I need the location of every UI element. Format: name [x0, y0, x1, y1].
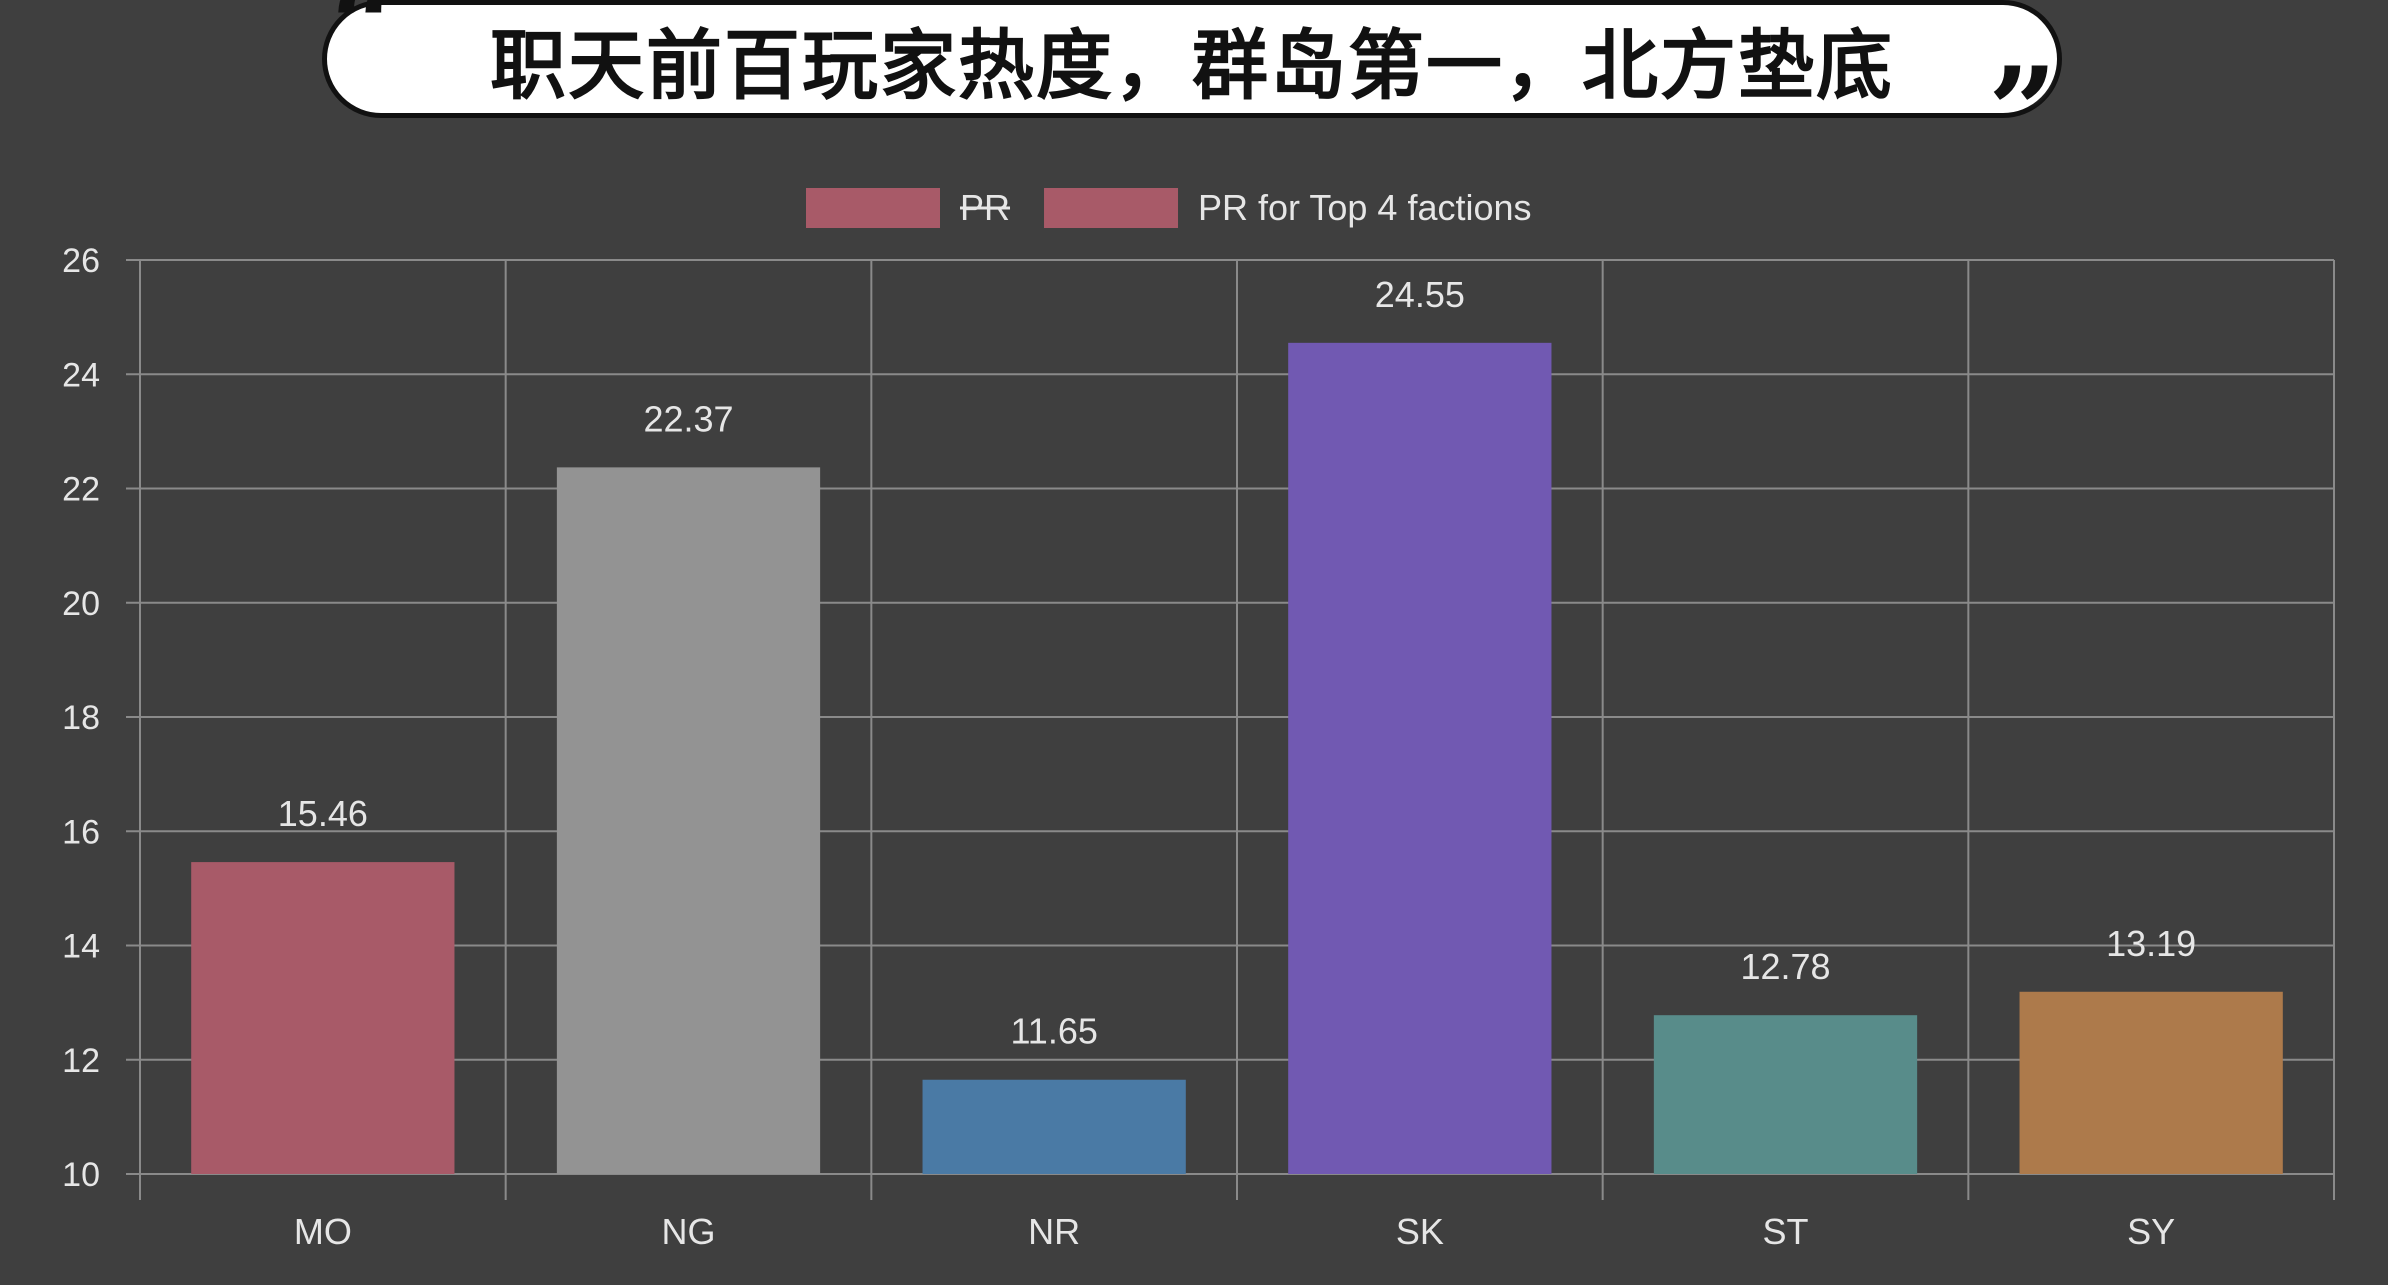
- data-label: 22.37: [643, 398, 733, 439]
- legend-item[interactable]: PR for Top 4 factions: [1044, 187, 1532, 228]
- data-label: 15.46: [278, 793, 368, 834]
- y-tick-label: 26: [62, 242, 100, 280]
- x-tick-label: SY: [2127, 1211, 2175, 1252]
- open-quote-icon: “: [330, 0, 400, 96]
- bar-st[interactable]: [1653, 1015, 1918, 1174]
- y-tick-label: 24: [62, 356, 100, 394]
- x-tick-label: NG: [662, 1211, 716, 1252]
- chart-title: 职天前百玩家热度，群岛第一，北方垫底: [490, 21, 1894, 110]
- labels: 10 12 14 16 18 20 22 24 26 15.46 MO 22.37 NG 11.65 NR 2…: [62, 242, 2196, 1252]
- legend[interactable]: PR PR for Top 4 factions: [806, 187, 1532, 228]
- x-tick-label: MO: [294, 1211, 352, 1252]
- y-tick-label: 12: [62, 1042, 100, 1080]
- y-tick-label: 18: [62, 699, 100, 737]
- legend-swatch: [1044, 188, 1179, 228]
- y-tick-label: 22: [62, 471, 100, 509]
- y-tick-label: 14: [62, 928, 100, 966]
- x-tick-label: NR: [1028, 1211, 1080, 1252]
- title-bubble: 职天前百玩家热度，群岛第一，北方垫底: [322, 0, 2062, 118]
- data-label: 12.78: [1740, 946, 1830, 987]
- bar-mo[interactable]: [191, 862, 455, 1174]
- bar-nr[interactable]: [922, 1079, 1186, 1174]
- legend-swatch: [806, 188, 940, 228]
- y-tick-label: 16: [62, 813, 100, 851]
- data-label: 24.55: [1375, 274, 1465, 315]
- x-tick-label: ST: [1762, 1211, 1808, 1252]
- y-tick-label: 10: [62, 1156, 100, 1194]
- bar-ng[interactable]: [556, 467, 821, 1174]
- legend-item[interactable]: PR: [806, 187, 1011, 228]
- bar-sk[interactable]: [1288, 342, 1552, 1174]
- legend-label: PR for Top 4 factions: [1198, 187, 1532, 228]
- bars: [191, 342, 2283, 1174]
- data-label: 11.65: [1010, 1011, 1097, 1052]
- close-quote-icon: ”: [1988, 41, 2058, 182]
- grid: [126, 259, 2335, 1200]
- bar-sy[interactable]: [2019, 991, 2283, 1174]
- x-tick-label: SK: [1396, 1211, 1444, 1252]
- y-tick-label: 20: [62, 585, 100, 623]
- data-label: 13.19: [2106, 923, 2196, 964]
